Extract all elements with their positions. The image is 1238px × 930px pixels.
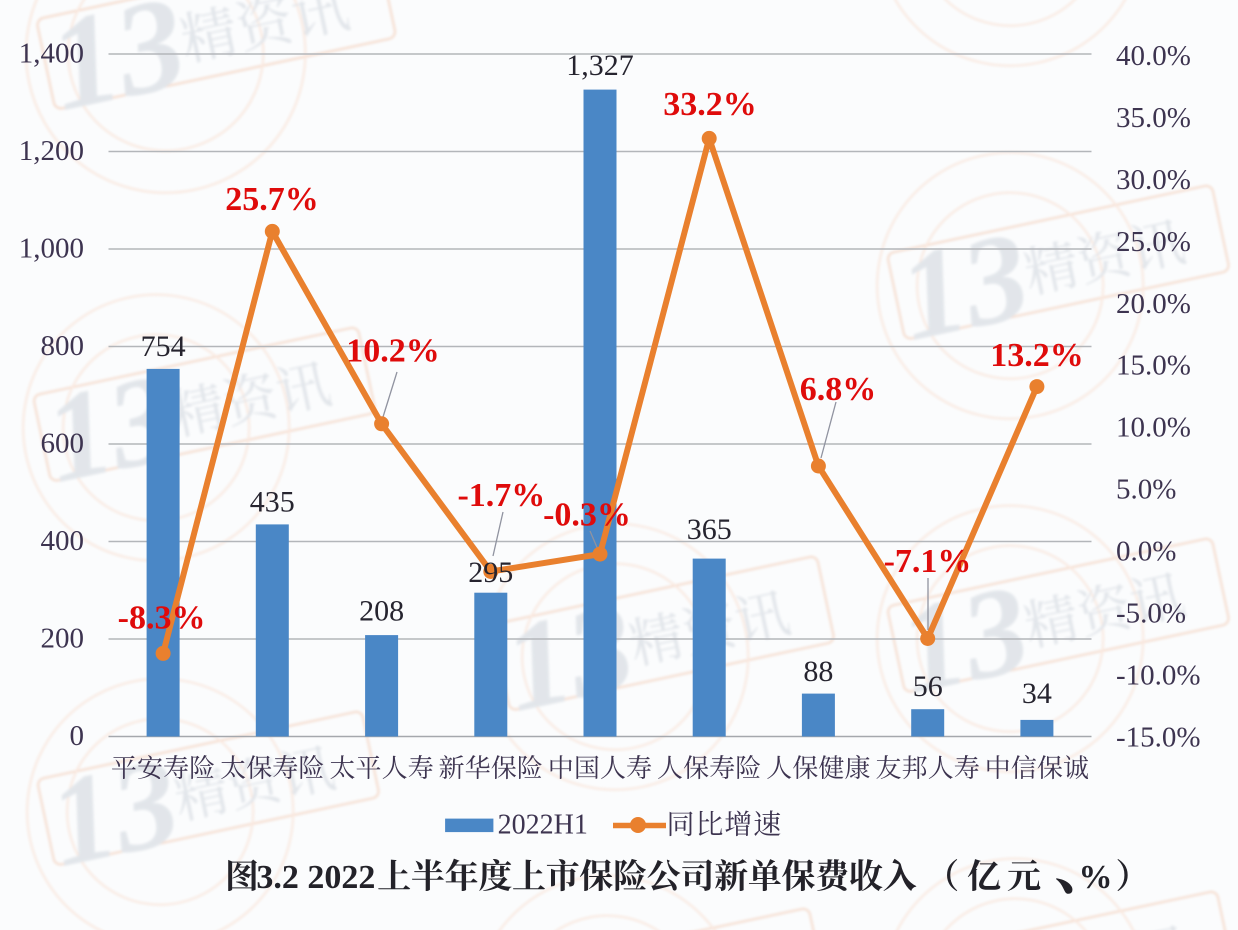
- svg-text:400: 400: [41, 525, 85, 557]
- svg-text:1,400: 1,400: [19, 38, 84, 70]
- svg-text:3.2 2022: 3.2 2022: [256, 859, 375, 896]
- svg-text:%: %: [1079, 859, 1113, 896]
- svg-text:25.0%: 25.0%: [1116, 226, 1191, 258]
- svg-text:10.2%: 10.2%: [346, 333, 440, 370]
- svg-text:435: 435: [250, 485, 295, 518]
- svg-text:10.0%: 10.0%: [1116, 412, 1191, 444]
- svg-text:800: 800: [41, 330, 85, 362]
- svg-text:25.7%: 25.7%: [225, 181, 319, 218]
- svg-text:-5.0%: -5.0%: [1116, 598, 1186, 630]
- svg-text:15.0%: 15.0%: [1116, 350, 1191, 382]
- svg-text:-15.0%: -15.0%: [1116, 721, 1201, 753]
- svg-text:56: 56: [913, 670, 943, 703]
- svg-text:33.2%: 33.2%: [663, 86, 757, 123]
- svg-text:40.0%: 40.0%: [1116, 40, 1191, 72]
- svg-text:295: 295: [468, 556, 513, 589]
- svg-text:30.0%: 30.0%: [1116, 164, 1191, 196]
- svg-text:-1.7%: -1.7%: [457, 477, 545, 514]
- svg-text:35.0%: 35.0%: [1116, 102, 1191, 134]
- svg-text:20.0%: 20.0%: [1116, 288, 1191, 320]
- svg-text:34: 34: [1022, 677, 1052, 710]
- svg-text:600: 600: [41, 428, 85, 460]
- svg-text:200: 200: [41, 623, 85, 655]
- svg-text:365: 365: [687, 513, 732, 546]
- svg-text:6.8%: 6.8%: [800, 371, 877, 408]
- svg-text:1,000: 1,000: [19, 233, 84, 265]
- svg-text:1,200: 1,200: [19, 135, 84, 167]
- svg-text:2022H1: 2022H1: [498, 810, 588, 841]
- svg-text:5.0%: 5.0%: [1116, 474, 1176, 506]
- svg-text:-10.0%: -10.0%: [1116, 660, 1201, 692]
- svg-text:754: 754: [141, 330, 186, 363]
- svg-text:13.2%: 13.2%: [990, 337, 1084, 374]
- svg-text:-0.3%: -0.3%: [543, 497, 631, 534]
- svg-text:208: 208: [359, 595, 404, 628]
- svg-text:88: 88: [803, 655, 833, 688]
- svg-text:0.0%: 0.0%: [1116, 536, 1176, 568]
- svg-text:1,327: 1,327: [566, 49, 634, 82]
- svg-text:-8.3%: -8.3%: [118, 600, 206, 637]
- svg-text:-7.1%: -7.1%: [884, 543, 972, 580]
- svg-text:0: 0: [70, 720, 85, 752]
